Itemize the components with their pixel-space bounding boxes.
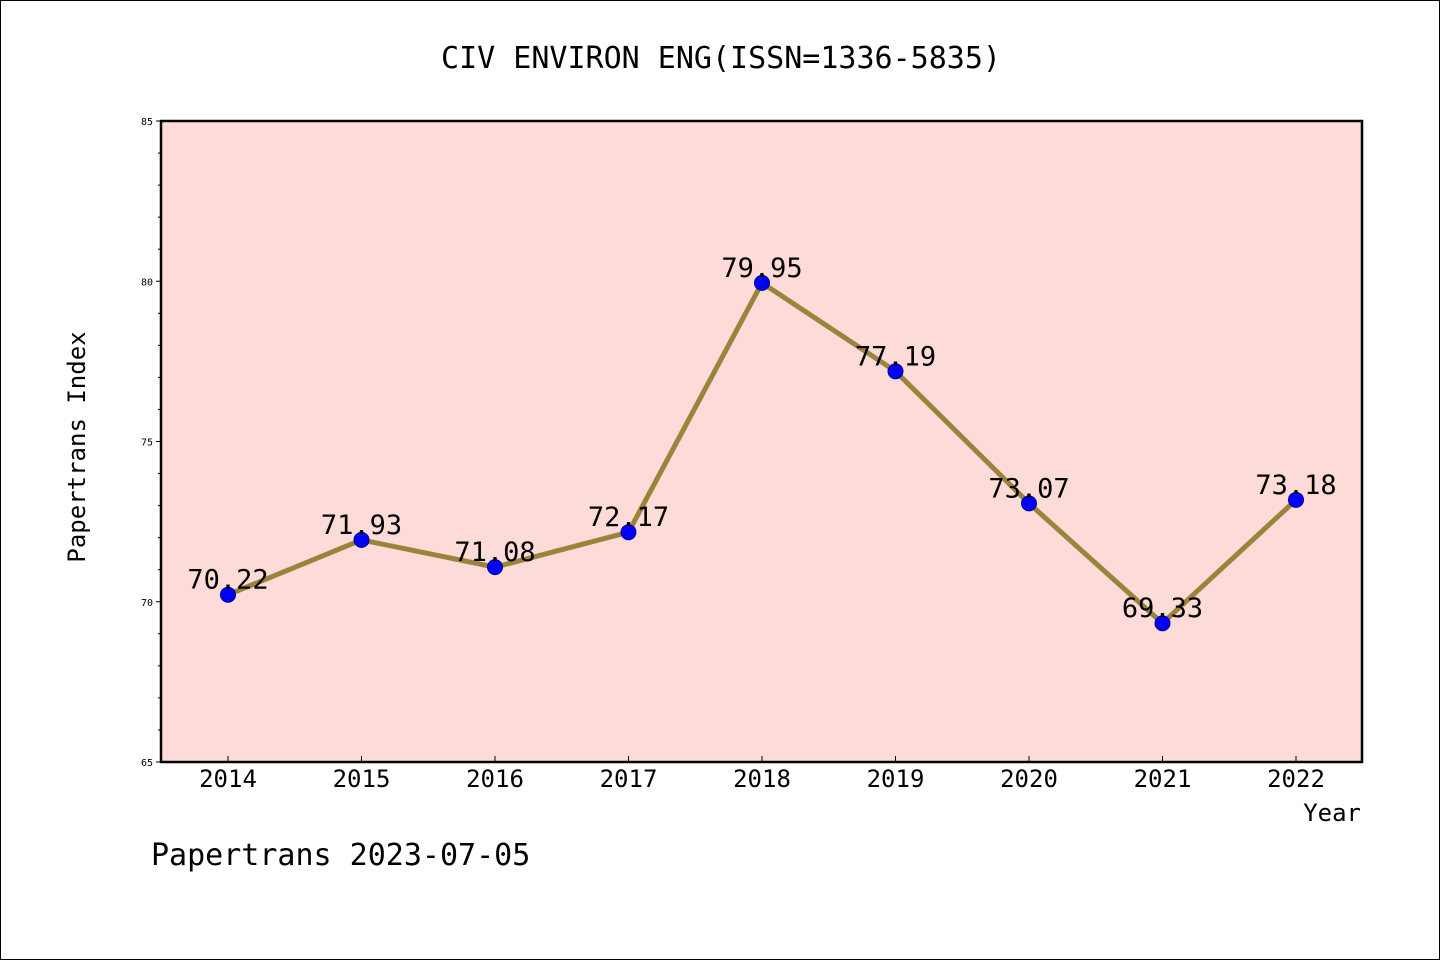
x-axis-label: Year	[1303, 799, 1361, 827]
data-point	[887, 363, 904, 380]
data-label: 71.93	[321, 510, 402, 541]
x-tick-label: 2017	[600, 765, 658, 793]
data-label: 79.95	[721, 253, 802, 284]
x-tick-label: 2015	[333, 765, 391, 793]
footer-watermark: Papertrans 2023-07-05	[151, 838, 530, 873]
y-tick-label: 65	[141, 758, 153, 769]
data-point	[754, 274, 770, 291]
y-tick-label: 75	[141, 438, 153, 449]
data-label: 70.22	[187, 565, 268, 596]
x-tick-label: 2016	[466, 765, 524, 793]
x-tick-label: 2018	[733, 765, 791, 793]
y-axis: 65 70 75 80 85	[141, 117, 161, 769]
y-tick-label: 80	[141, 277, 153, 288]
data-label: 72.17	[588, 502, 669, 533]
y-axis-label: Papertrans Index	[63, 331, 91, 562]
y-tick-label: 85	[141, 117, 153, 128]
data-point	[1288, 491, 1304, 508]
data-label: 77.19	[855, 341, 936, 372]
data-label: 71.08	[454, 537, 535, 568]
x-tick-label: 2014	[199, 765, 257, 793]
plot-area	[159, 119, 1364, 764]
y-tick-label: 70	[141, 598, 153, 609]
data-point	[620, 524, 637, 541]
data-point	[1021, 495, 1037, 512]
data-label: 73.18	[1255, 470, 1336, 501]
x-tick-label: 2019	[867, 765, 925, 793]
data-label: 73.07	[988, 473, 1069, 504]
data-point	[220, 586, 236, 603]
data-point	[1154, 615, 1171, 632]
x-axis: 2014 2015 2016 2017 2018 2019 2020 2021 2022	[199, 756, 1325, 793]
data-point	[487, 559, 503, 576]
data-point	[353, 531, 370, 548]
x-tick-label: 2021	[1134, 765, 1192, 793]
series-group: 70.22 71.93 71.08 72.17 79.95 77.19 73.07 69.33…	[187, 253, 1337, 632]
x-tick-label: 2022	[1267, 765, 1325, 793]
chart-title: CIV ENVIRON ENG(ISSN=1336-5835)	[441, 41, 1001, 76]
x-tick-label: 2020	[1000, 765, 1058, 793]
data-label: 69.33	[1122, 593, 1203, 624]
